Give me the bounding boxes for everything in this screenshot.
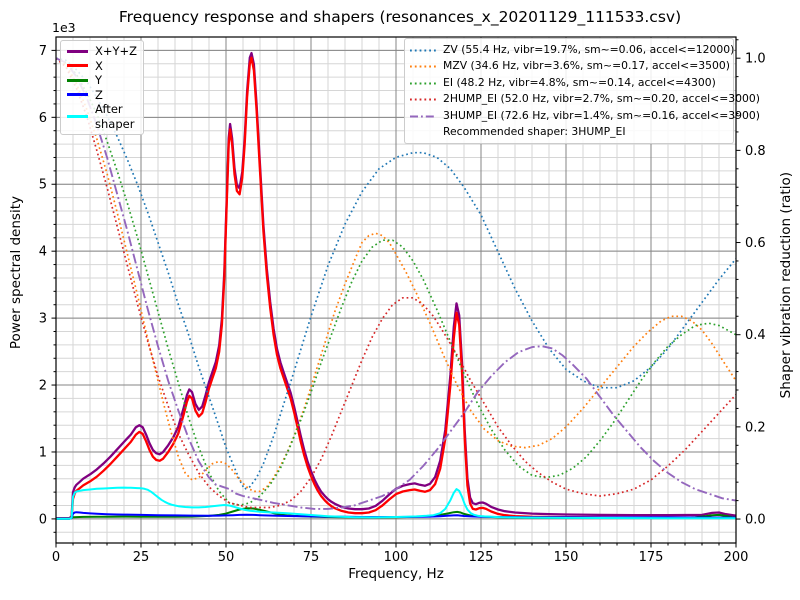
legend-item: EI (48.2 Hz, vibr=4.8%, sm~=0.14, accel<… (410, 75, 728, 91)
legend-item-label: Y (95, 73, 103, 87)
y-axis-label-right: Shaper vibration reduction (ratio) (778, 172, 794, 399)
y-left-tick-label: 1 (39, 445, 47, 460)
legend-item-label: MZV (34.6 Hz, vibr=3.6%, sm~=0.17, accel… (443, 59, 730, 73)
legend-item: 3HUMP_EI (72.6 Hz, vibr=1.4%, sm~=0.16, … (410, 108, 760, 124)
y-left-tick-label: 6 (39, 111, 47, 126)
legend-item-label: X (95, 58, 103, 73)
series-2hump-ei (56, 57, 736, 509)
y-right-tick-label: 0.6 (745, 236, 766, 251)
legend-line-sample (410, 82, 436, 85)
x-tick-label: 175 (639, 550, 664, 565)
legend-item: X (67, 59, 137, 74)
x-axis-label: Frequency, Hz (348, 566, 444, 582)
y-left-tick-label: 3 (39, 312, 47, 327)
legend-item: After shaper (67, 102, 137, 131)
legend-item: ZV (55.4 Hz, vibr=19.7%, sm~=0.06, accel… (410, 42, 734, 58)
y-left-tick-label: 7 (39, 44, 47, 59)
legend-item-label: EI (48.2 Hz, vibr=4.8%, sm~=0.14, accel<… (443, 75, 716, 89)
y-right-tick-label: 0.0 (745, 513, 766, 528)
y-right-tick-label: 1.0 (745, 52, 766, 67)
legend-item: MZV (34.6 Hz, vibr=3.6%, sm~=0.17, accel… (410, 58, 730, 74)
y-right-tick-label: 0.4 (745, 328, 766, 343)
legend-item-label: 2HUMP_EI (52.0 Hz, vibr=2.7%, sm~=0.20, … (443, 92, 760, 106)
legend-item-label: Z (95, 87, 103, 102)
x-tick-label: 200 (724, 550, 749, 565)
legend-line-sample (410, 115, 436, 118)
x-tick-label: 25 (133, 550, 150, 565)
legend-line-sample (67, 49, 88, 53)
series-x (56, 56, 736, 520)
legend-item-label: 3HUMP_EI (72.6 Hz, vibr=1.4%, sm~=0.16, … (443, 108, 760, 122)
y-left-tick-label: 0 (39, 512, 47, 527)
x-tick-label: 150 (554, 550, 579, 565)
legend-item: Y (67, 73, 137, 88)
x-tick-label: 100 (384, 550, 409, 565)
y-left-tick-label: 2 (39, 379, 47, 394)
legend-item-label: After shaper (95, 102, 135, 131)
legend-psd: X+Y+Z X Y Z After shaper (60, 40, 145, 135)
y-left-tick-label: 4 (39, 245, 47, 260)
curves (56, 51, 736, 520)
series-mzv (56, 57, 736, 493)
series-3hump-ei (56, 57, 736, 510)
chart-title: Frequency response and shapers (resonanc… (118, 8, 682, 26)
x-tick-label: 75 (303, 550, 320, 565)
legend-line-sample (67, 64, 88, 68)
series-after-shaper (56, 486, 736, 520)
series-zv (56, 57, 736, 490)
legend-line-sample (410, 98, 436, 101)
x-tick-label: 0 (52, 550, 60, 565)
legend-item-label: X+Y+Z (95, 44, 138, 58)
y-right-tick-label: 0.8 (745, 144, 766, 159)
legend-line-sample (410, 65, 436, 68)
y-axis-label-left: Power spectral density (8, 196, 24, 350)
legend-item: 2HUMP_EI (52.0 Hz, vibr=2.7%, sm~=0.20, … (410, 91, 760, 107)
tick-labels: 0 25 50 75 100 125 150 175 200 0 1 2 3 4 5 6 7 0.0 0.2 0.4 0… (39, 44, 766, 565)
legend-item-label: ZV (55.4 Hz, vibr=19.7%, sm~=0.06, accel… (443, 43, 735, 56)
legend-item: Z (67, 88, 137, 103)
x-tick-label: 50 (218, 550, 235, 565)
legend-line-sample (67, 78, 88, 82)
recommended-shaper-note: Recommended shaper: 3HUMP_EI (443, 125, 626, 139)
legend-line-sample (67, 93, 88, 97)
series-ei (56, 57, 736, 507)
legend-line-sample (67, 115, 88, 118)
ticks (51, 39, 741, 548)
y-left-tick-label: 5 (39, 178, 47, 193)
x-tick-label: 125 (469, 550, 494, 565)
axis-offset-text: 1e3 (52, 20, 76, 35)
legend-shapers: ZV (55.4 Hz, vibr=19.7%, sm~=0.06, accel… (404, 38, 760, 145)
legend-line-sample (410, 49, 436, 52)
legend-item: X+Y+Z (67, 44, 137, 59)
y-right-tick-label: 0.2 (745, 420, 766, 435)
